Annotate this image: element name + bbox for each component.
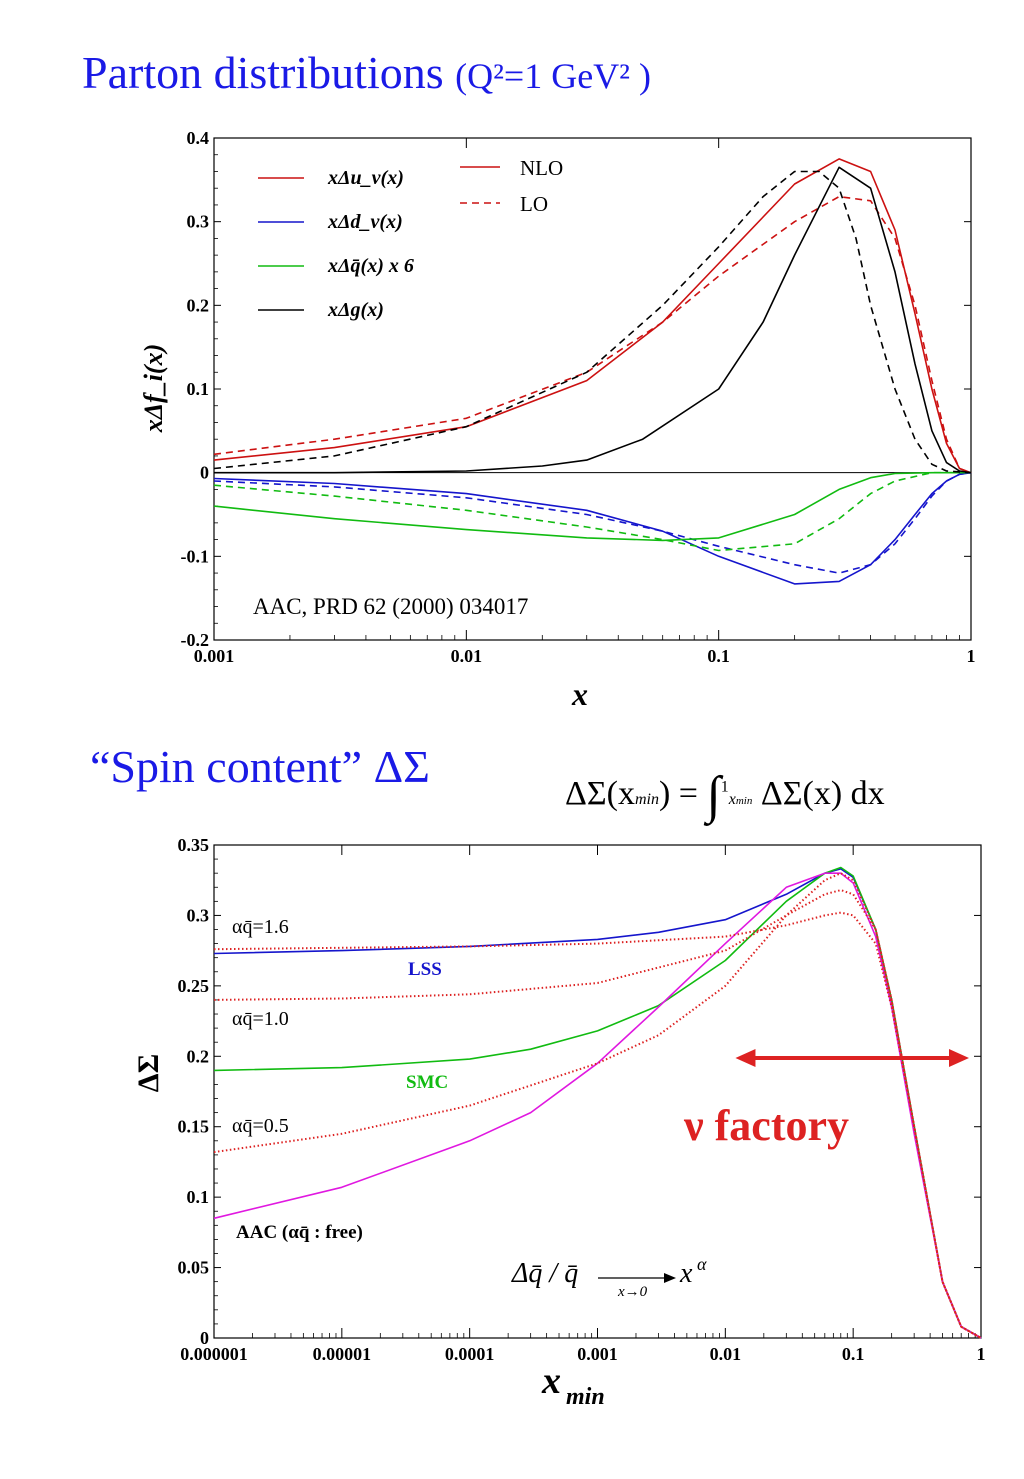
integral-sign: ∫ <box>706 767 721 824</box>
chart2-xlabel: x <box>541 1360 561 1402</box>
chart2-formula-rhs: x <box>679 1258 693 1289</box>
top-title-sub: (Q²=1 GeV² ) <box>455 56 651 96</box>
chart1-ytick-label: 0.2 <box>187 295 210 315</box>
chart1-legend-label: xΔg(x) <box>327 299 384 321</box>
chart1-ytick-label: 0 <box>200 463 209 483</box>
chart2-ytick-label: 0.05 <box>178 1258 210 1278</box>
chart2-series-line <box>213 866 982 1339</box>
chart2-curve-label: SMC <box>406 1072 448 1093</box>
chart1-legend-label: xΔd_v(x) <box>327 211 403 233</box>
chart1-ytick-label: 0.4 <box>187 128 210 148</box>
chart2-ytick-label: 0.35 <box>178 835 210 855</box>
formula-lhs-end: ) = <box>658 775 698 812</box>
chart2-series-line <box>213 911 982 1339</box>
chart1-xtick-label: 0.01 <box>451 646 483 666</box>
chart1-ytick-label: 0.3 <box>187 212 210 232</box>
chart2-curve-label: LSS <box>408 959 442 980</box>
chart2-xtick-label: 0.0001 <box>445 1344 495 1364</box>
chart2-xtick-label: 0.001 <box>577 1344 618 1364</box>
chart2-formula-lhs: Δq̄ / q̄ <box>511 1258 578 1289</box>
top-title: Parton distributions (Q²=1 GeV² ) <box>82 46 651 99</box>
chart2-ytick-label: 0.3 <box>187 905 210 925</box>
top-title-main: Parton distributions <box>82 47 444 98</box>
chart1-series-line <box>214 166 972 474</box>
chart2-curve-label: αq̄=1.0 <box>232 1008 289 1030</box>
chart2-xtick-label: 1 <box>977 1344 986 1364</box>
chart2-formula-rhs-sup: α <box>697 1254 707 1274</box>
chart2-xtick-label: 0.000001 <box>180 1344 248 1364</box>
chart2-ytick-label: 0.25 <box>178 976 210 996</box>
chart2-curve-label: AAC (αq̄ : free) <box>236 1222 363 1243</box>
chart2-frame <box>213 844 982 1339</box>
chart2-curve-label: αq̄=1.6 <box>232 916 289 938</box>
chart2-curve-label: αq̄=0.5 <box>232 1115 289 1137</box>
nu-factory-arrowhead-left <box>735 1049 756 1067</box>
chart2-ytick-label: 0.1 <box>187 1187 210 1207</box>
chart2-xlabel-sub: min <box>566 1384 605 1410</box>
chart2-xtick-label: 0.01 <box>710 1344 742 1364</box>
chart1-ytick-label: 0.1 <box>187 379 210 399</box>
chart1-series-line <box>213 195 972 474</box>
chart1-series-line <box>213 471 971 542</box>
nu-factory-label: ν factory <box>683 1101 849 1150</box>
chart2-formula-arrowhead <box>664 1273 676 1283</box>
chart1-legend-label: xΔu_v(x) <box>327 167 404 189</box>
chart1-ytick-label: -0.1 <box>181 546 210 566</box>
spin-integral-formula: ΔΣ(xmin) = ∫1xmin ΔΣ(x) dx <box>565 758 885 824</box>
chart1-xtick-label: 0.1 <box>707 646 730 666</box>
formula-lower-sub: min <box>735 795 753 807</box>
chart1-series-line <box>213 158 972 474</box>
chart1-style-legend-label: LO <box>520 192 548 216</box>
chart2-series-line <box>213 868 982 1339</box>
formula-lhs: ΔΣ(x <box>565 775 635 812</box>
chart1-xlabel: x <box>571 676 588 712</box>
chart2-series-line <box>213 889 982 1339</box>
chart2-ytick-label: 0 <box>200 1328 209 1348</box>
chart1-ylabel: xΔf_i(x) <box>139 344 168 434</box>
chart1-legend-label: xΔq̄(x) x 6 <box>327 255 414 277</box>
chart2-formula-arrow-sub: x→0 <box>617 1284 648 1300</box>
chart1-series-line <box>213 471 972 585</box>
chart1-series-line <box>213 471 971 552</box>
formula-upper: 1 <box>720 778 729 796</box>
chart2-series-line <box>213 872 982 1339</box>
bottom-title: “Spin content” ΔΣ <box>90 741 430 792</box>
chart1-style-legend-label: NLO <box>520 156 563 180</box>
chart2-ylabel: ΔΣ <box>132 1054 165 1092</box>
chart1-ytick-label: -0.2 <box>181 630 210 650</box>
chart1-series-line <box>213 170 972 474</box>
chart1-xtick-label: 0.001 <box>194 646 235 666</box>
chart2-xtick-label: 0.1 <box>842 1344 865 1364</box>
chart1-series-line <box>213 471 972 574</box>
chart1-xtick-label: 1 <box>967 646 976 666</box>
chart1-annotation: AAC, PRD 62 (2000) 034017 <box>253 594 528 619</box>
chart2-ytick-label: 0.2 <box>187 1046 210 1066</box>
formula-rhs: ΔΣ(x) dx <box>760 775 885 812</box>
formula-lhs-sub: min <box>634 791 659 808</box>
nu-factory-arrowhead-right <box>949 1049 969 1067</box>
chart2-ytick-label: 0.15 <box>178 1117 210 1137</box>
chart2-xtick-label: 0.00001 <box>313 1344 372 1364</box>
chart2-series-line <box>213 872 982 1339</box>
formula-lower: x <box>728 791 736 808</box>
